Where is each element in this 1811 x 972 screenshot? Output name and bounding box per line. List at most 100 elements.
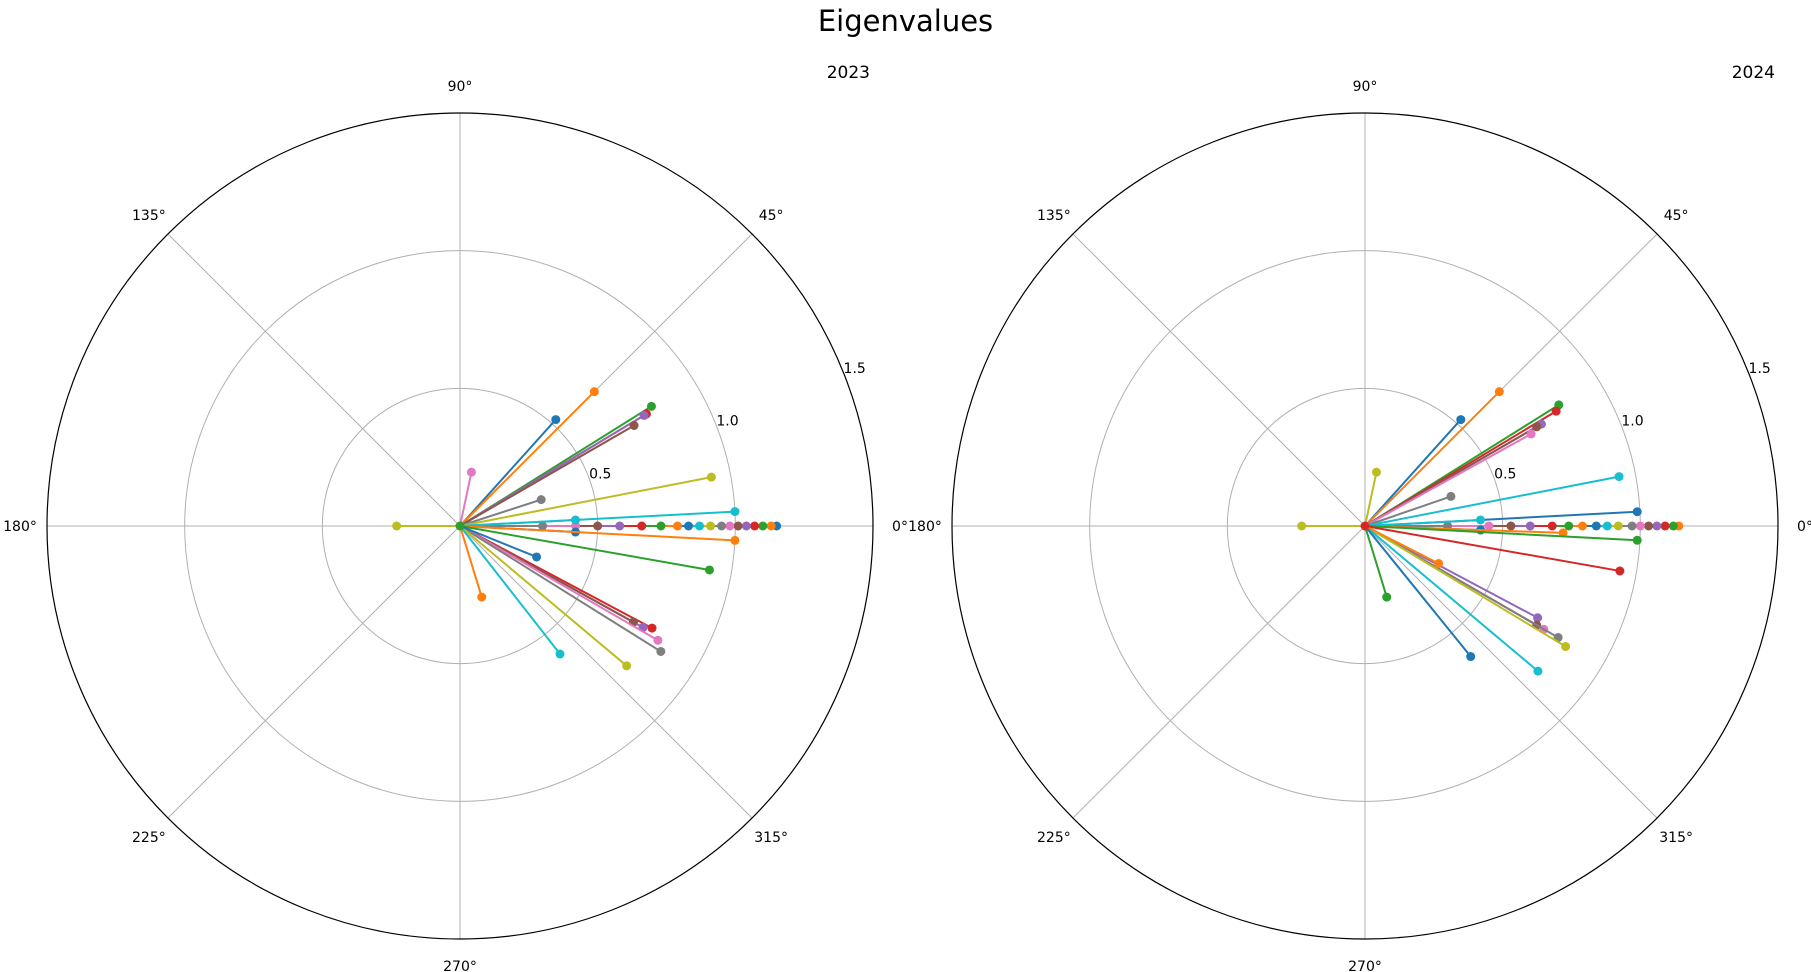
eigenvalue-point: [1371, 467, 1381, 477]
eigenvalue-point: [1627, 521, 1637, 531]
eigenvalue-point: [1533, 666, 1543, 676]
eigenvalue-point: [466, 467, 476, 477]
eigenvalue-line: [459, 525, 662, 653]
eigenvalue-point: [1591, 521, 1601, 531]
eigenvalue-line: [459, 525, 710, 571]
eigenvalue-line: [1364, 418, 1462, 527]
eigenvalue-line: [1364, 495, 1452, 527]
polar-frame: [951, 112, 1779, 940]
eigenvalue-line: [1364, 525, 1440, 565]
eigenvalue-point: [1551, 406, 1561, 416]
eigenvalue-point: [704, 565, 714, 575]
eigenvalue-line: [1364, 390, 1501, 527]
eigenvalue-point: [1360, 521, 1370, 531]
eigenvalue-point: [1475, 515, 1485, 525]
eigenvalue-point: [629, 421, 639, 431]
eigenvalue-line: [459, 418, 557, 527]
polar-chart-2023: 0° 45° 90° 135° 180° 225° 270° 315° 0.5 1.0 1.5 202…: [3, 63, 908, 972]
eigenvalue-point: [1578, 521, 1588, 531]
grid-spoke: [167, 525, 461, 819]
theta-tick-label: 180°: [908, 519, 942, 535]
grid-spoke: [1072, 233, 1366, 527]
eigenvalue-point: [1297, 521, 1307, 531]
eigenvalue-point: [1558, 528, 1568, 538]
eigenvalue-line: [1364, 475, 1620, 527]
eigenvalue-point: [766, 521, 776, 531]
grid-spoke: [1072, 525, 1366, 819]
eigenvalue-point: [646, 401, 656, 411]
eigenvalue-point: [622, 661, 632, 671]
eigenvalue-line: [459, 525, 483, 598]
eigenvalue-point: [1506, 521, 1516, 531]
eigenvalue-point: [593, 521, 603, 531]
eigenvalue-line: [1364, 525, 1638, 542]
grid-spoke: [459, 525, 753, 819]
grid: [47, 113, 873, 939]
eigenvalue-line: [459, 525, 736, 542]
theta-tick-label: 90°: [1353, 79, 1378, 95]
eigenvalue-point: [750, 521, 760, 531]
eigenvalue-line: [459, 424, 635, 527]
eigenvalue-point: [730, 507, 740, 517]
eigenvalue-point: [656, 646, 666, 656]
theta-tick-label: 315°: [1659, 830, 1693, 846]
theta-tick-label: 270°: [443, 959, 477, 972]
eigenvalue-point: [1466, 652, 1476, 662]
r-tick-label: 0.5: [1494, 466, 1516, 482]
eigenvalue-point: [653, 635, 663, 645]
eigenvalue-point: [1564, 521, 1574, 531]
eigenvalue-point: [637, 521, 647, 531]
eigenvalue-point: [741, 521, 751, 531]
eigenvalue-point: [1602, 521, 1612, 531]
theta-tick-label: 135°: [132, 208, 166, 224]
eigenvalue-line: [459, 525, 628, 667]
eigenvalue-line: [1364, 525, 1621, 572]
eigenvalue-point: [551, 415, 561, 425]
eigenvalue-line: [459, 525, 537, 558]
eigenvalue-line: [459, 471, 473, 527]
eigenvalue-point: [730, 535, 740, 545]
eigenvalue-line: [459, 476, 712, 527]
theta-tick-label: 225°: [1037, 830, 1071, 846]
eigenvalue-line: [1364, 525, 1567, 648]
eigenvalue-point: [455, 521, 465, 531]
eigenvalue-line: [1364, 471, 1378, 527]
eigenvalue-point: [1615, 566, 1625, 576]
theta-tick-label: 0°: [1797, 519, 1811, 535]
grid-spoke: [167, 233, 461, 527]
eigenvalue-point: [536, 495, 546, 505]
eigenvalue-point: [656, 521, 666, 531]
eigenvalue-line: [459, 525, 561, 655]
eigenvalue-point: [477, 592, 487, 602]
eigenvalue-point: [589, 387, 599, 397]
figure-title: Eigenvalues: [817, 4, 994, 38]
r-tick-label: 1.0: [1621, 414, 1643, 430]
eigenvalue-point: [555, 649, 565, 659]
eigenvalue-point: [392, 521, 402, 531]
theta-tick-label: 180°: [3, 519, 37, 535]
eigenvalue-point: [1644, 521, 1654, 531]
eigenvalue-point: [532, 552, 542, 562]
theta-tick-label: 315°: [754, 830, 788, 846]
polar-chart-2024: 0° 45° 90° 135° 180° 225° 270° 315° 0.5 1.0 1.5 202…: [908, 63, 1811, 972]
theta-tick-label: 270°: [1348, 959, 1382, 972]
eigenvalue-line: [1364, 525, 1472, 658]
eigenvalue-point: [706, 521, 716, 531]
eigenvalue-point: [684, 521, 694, 531]
eigenvalue-point: [1484, 521, 1494, 531]
eigenvalue-point: [673, 521, 683, 531]
grid-spoke: [1364, 525, 1658, 819]
eigenvalue-point: [1456, 415, 1466, 425]
eigenvalue-point: [1533, 613, 1543, 623]
eigenvalue-point: [1635, 521, 1645, 531]
eigenvalue-point: [1632, 535, 1642, 545]
eigenvalue-point: [706, 472, 716, 482]
grid: [952, 113, 1778, 939]
eigenvalue-point: [695, 521, 705, 531]
eigenvalue-point: [538, 521, 548, 531]
theta-tick-label: 135°: [1037, 208, 1071, 224]
eigenvalue-point: [1668, 521, 1678, 531]
eigenvalue-series: [1297, 387, 1684, 676]
eigenvalue-point: [639, 410, 649, 420]
subplot-title: 2023: [827, 63, 870, 83]
